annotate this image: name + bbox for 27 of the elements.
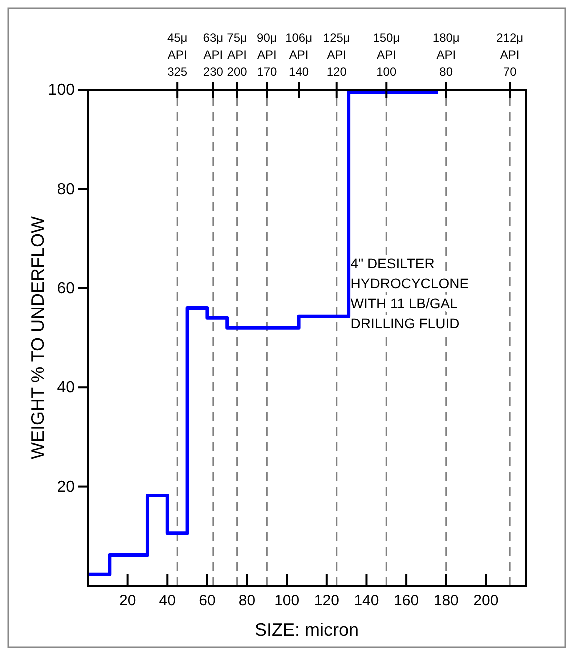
x-tick-label: 140: [354, 592, 380, 610]
x-tick-label: 40: [159, 592, 176, 610]
ref-line-label: 150μ API 100: [373, 31, 400, 79]
annotation: 4" DESILTER HYDROCYCLONE WITH 11 LB/GAL DRILLING FLUID: [350, 256, 470, 332]
y-tick-label: 40: [57, 380, 76, 397]
x-tick-label: 160: [394, 592, 420, 610]
y-tick-label: 80: [57, 181, 76, 198]
x-tick-label: 100: [274, 592, 300, 610]
ref-line-label: 212μ API 70: [496, 31, 524, 79]
ref-line-label: 63μ API 230: [203, 31, 224, 79]
y-tick-label: 60: [57, 280, 76, 298]
x-tick-label: 60: [199, 592, 216, 610]
y-tick-label: 100: [48, 82, 76, 100]
x-tick-label: 120: [314, 592, 340, 610]
x-tick-label: 180: [434, 592, 459, 610]
x-tick-label: 20: [119, 592, 136, 610]
ref-line-label: 125μ API 120: [323, 31, 350, 79]
x-tick-label: 200: [474, 592, 499, 610]
x-axis-title: SIZE: micron: [254, 620, 360, 640]
ref-line-label: 106μ API 140: [286, 31, 313, 79]
y-tick-label: 20: [57, 478, 76, 496]
ref-line-label: 90μ API 170: [257, 31, 278, 79]
ref-line-label: 75μ API 200: [227, 31, 248, 79]
y-axis-title: WEIGHT % TO UNDERFLOW: [28, 216, 48, 460]
ref-line-label: 45μ API 325: [167, 31, 188, 79]
x-tick-label: 80: [238, 592, 256, 610]
ref-line-label: 180μ API 80: [432, 31, 460, 79]
